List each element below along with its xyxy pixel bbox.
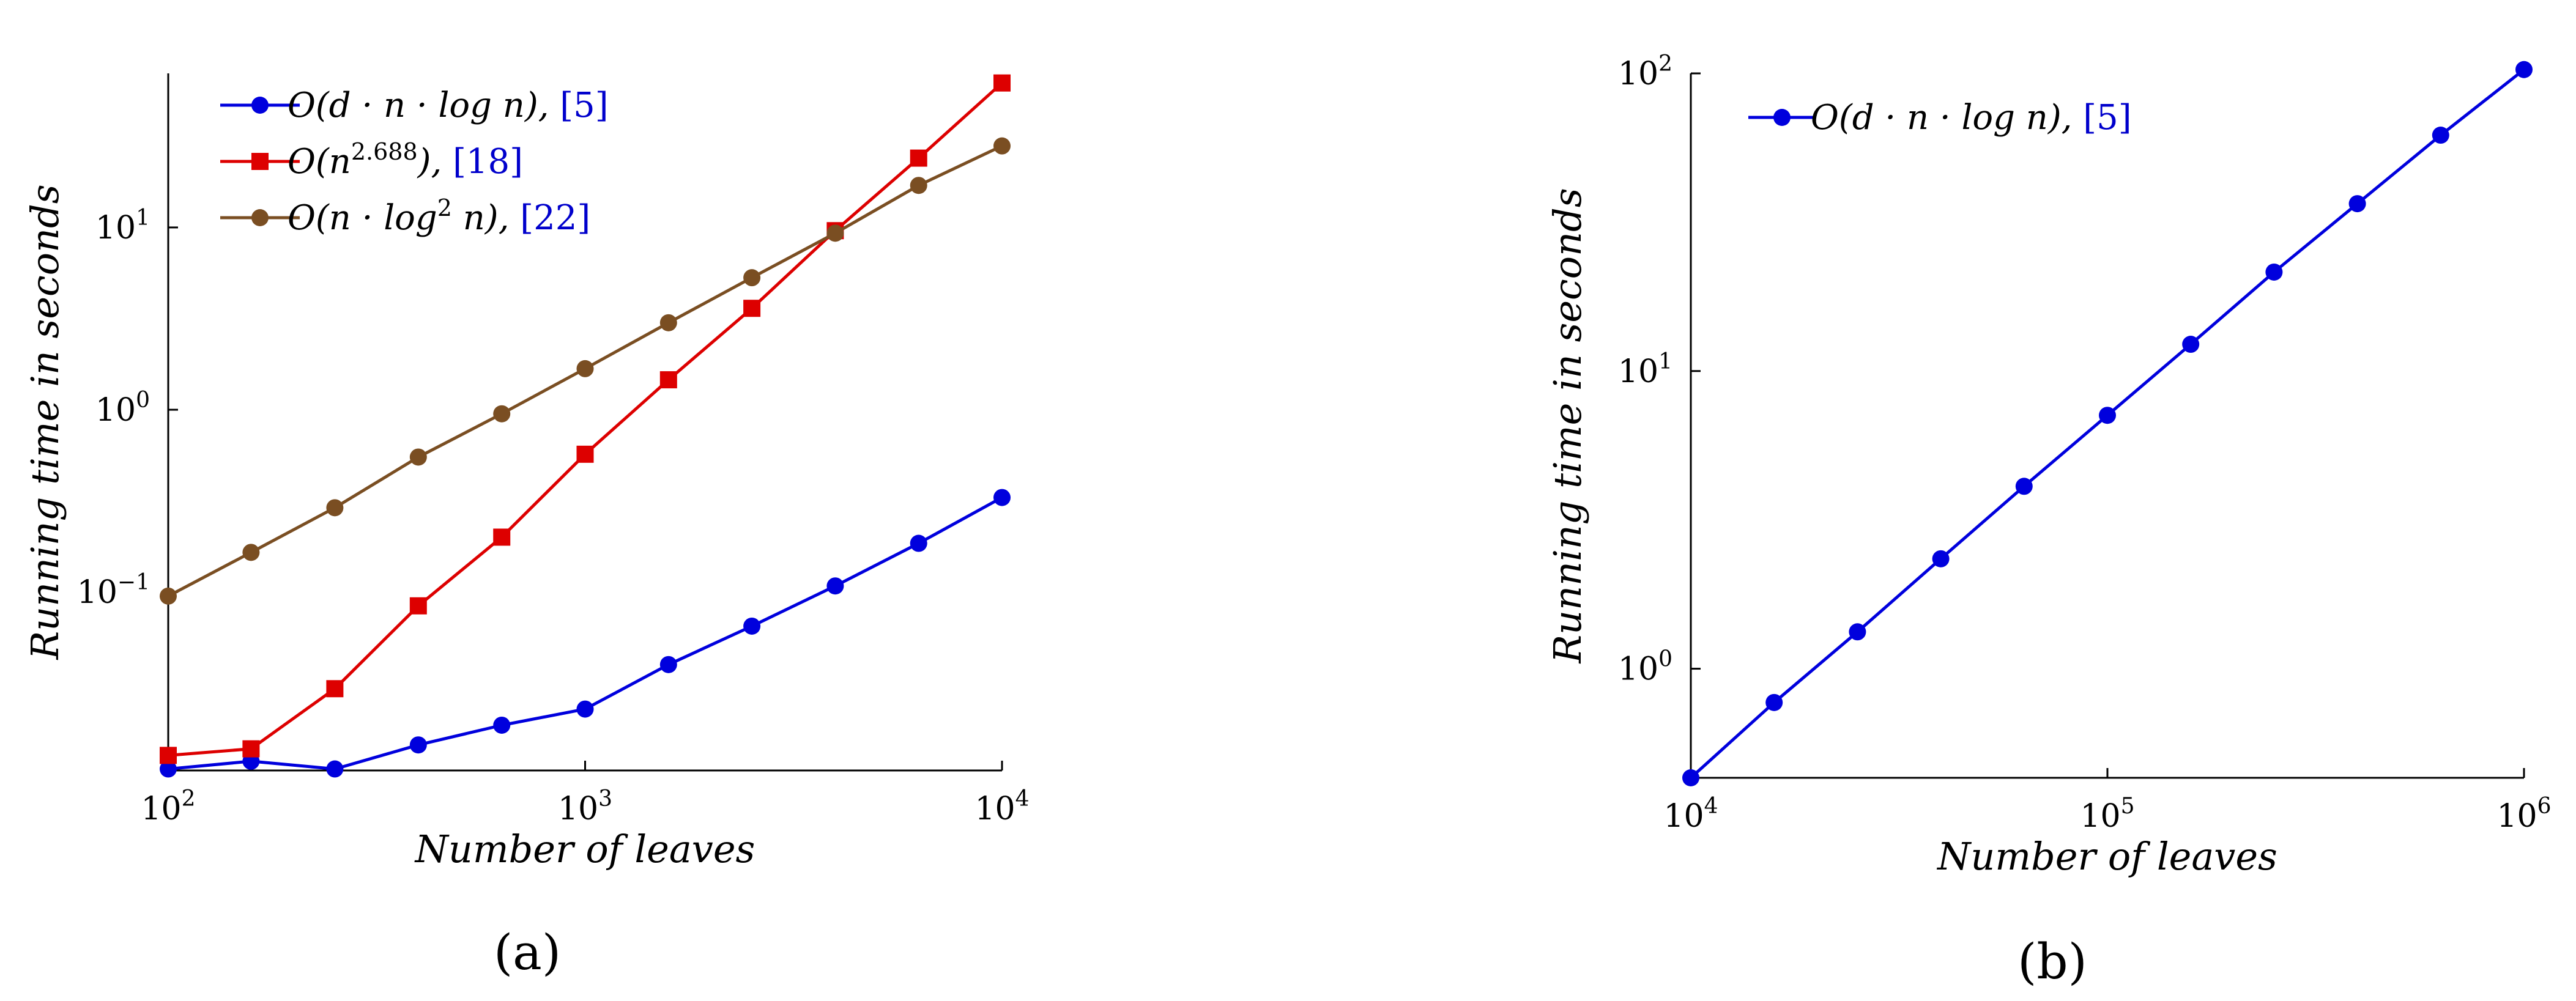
- data-point: [493, 405, 511, 423]
- data-point: [493, 528, 511, 546]
- data-point: [409, 597, 427, 615]
- legend-label: O(d · n · log n), [5]: [288, 86, 609, 125]
- data-point: [160, 587, 177, 605]
- data-point: [826, 224, 844, 242]
- data-point: [1765, 693, 1783, 711]
- x-tick-label: 106: [2496, 794, 2551, 835]
- y-axis-label: Running time in seconds: [1545, 188, 1590, 663]
- data-point: [1932, 550, 1950, 567]
- data-point: [826, 577, 844, 595]
- y-axis-label: Running time in seconds: [23, 184, 67, 660]
- data-point: [2099, 407, 2116, 424]
- legend-marker: [251, 97, 269, 114]
- x-axis-label: Number of leaves: [1936, 834, 2277, 879]
- data-point: [743, 269, 761, 287]
- data-point: [659, 314, 677, 331]
- data-point: [743, 300, 761, 317]
- data-point: [1682, 769, 1699, 786]
- data-point: [993, 489, 1011, 506]
- chart-b: 104 105 106 100 101 102 Number of leaves Runnin…: [1545, 51, 2552, 990]
- y-tick-label: 101: [1618, 349, 1672, 390]
- y-tick-label: 102: [1618, 51, 1672, 92]
- data-point: [2515, 61, 2533, 78]
- legend-label: O(n · log2 n), [22]: [288, 194, 590, 238]
- x-tick-label: 105: [2080, 794, 2134, 835]
- data-point: [326, 499, 344, 517]
- data-point: [2348, 195, 2366, 213]
- series-line-1: [168, 81, 1003, 757]
- data-point: [576, 360, 594, 377]
- data-point: [910, 177, 927, 194]
- x-tick-label: 103: [558, 786, 612, 827]
- data-point: [409, 448, 427, 466]
- x-axis-label: Number of leaves: [414, 827, 755, 871]
- y-tick-label: 10−1: [77, 570, 150, 611]
- legend-marker: [1773, 109, 1791, 126]
- data-point: [743, 617, 761, 635]
- legend-label: O(d · n · log n), [5]: [1811, 98, 2132, 138]
- data-point: [910, 149, 927, 167]
- data-point: [576, 700, 594, 718]
- legend-label: O(n2.688), [18]: [288, 138, 523, 182]
- y-tick-label: 100: [95, 388, 150, 429]
- data-point: [910, 534, 927, 552]
- data-point: [326, 680, 344, 698]
- data-point: [242, 544, 260, 561]
- data-point: [2265, 263, 2283, 281]
- x-tick-label: 102: [141, 786, 195, 827]
- data-point: [242, 740, 260, 758]
- data-point: [993, 137, 1011, 155]
- y-tick-label: 101: [95, 205, 150, 246]
- data-point: [160, 760, 177, 778]
- x-tick-label: 104: [974, 786, 1029, 827]
- x-tick-label: 104: [1663, 794, 1718, 835]
- data-point: [576, 445, 594, 463]
- data-point: [493, 716, 511, 734]
- data-point: [2015, 478, 2033, 495]
- chart-caption: (a): [494, 924, 561, 981]
- data-point: [2432, 127, 2449, 144]
- data-point: [659, 371, 677, 389]
- data-point: [409, 736, 427, 754]
- data-point: [160, 747, 177, 764]
- legend-marker: [251, 209, 269, 226]
- data-point: [326, 760, 344, 778]
- y-tick-label: 100: [1618, 647, 1672, 688]
- data-point: [659, 656, 677, 673]
- series-line-0: [168, 496, 1003, 771]
- data-point: [993, 74, 1011, 92]
- chart-a: 102 103 104 10−1 100 101 Number of leaves Runni…: [23, 73, 1030, 981]
- data-point: [2182, 336, 2200, 353]
- chart-caption: (b): [2017, 933, 2087, 990]
- data-point: [1849, 623, 1866, 641]
- legend-marker: [251, 153, 269, 170]
